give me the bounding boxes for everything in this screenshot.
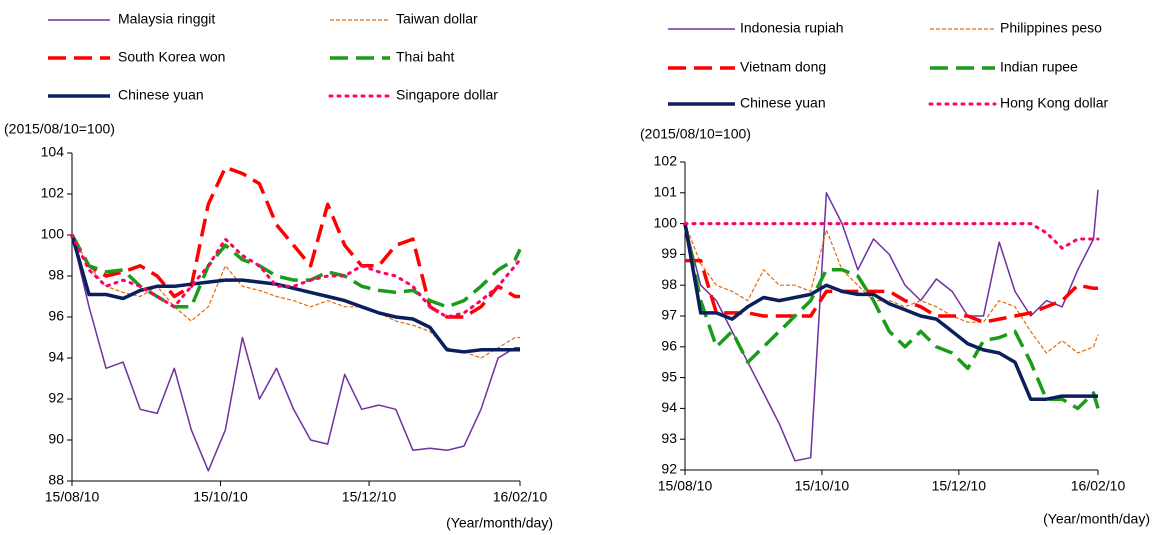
legend-label: Chinese yuan — [118, 87, 204, 103]
legend-label: South Korea won — [118, 49, 225, 65]
x-tick-label: 15/10/10 — [795, 478, 850, 494]
series-line — [70, 233, 522, 319]
legend-label: Malaysia ringgit — [118, 11, 215, 27]
series-line — [684, 223, 1099, 354]
y-tick-label: 96 — [661, 338, 677, 354]
legend-label: Taiwan dollar — [396, 11, 478, 27]
x-tick-label: 16/02/10 — [1071, 478, 1126, 494]
y-tick-label: 90 — [48, 431, 64, 447]
legend-label: Indonesia rupiah — [740, 20, 844, 36]
x-tick-label: 15/12/10 — [342, 489, 397, 505]
y-tick-label: 94 — [661, 399, 677, 415]
x-axis-label: (Year/month/day) — [446, 515, 553, 531]
y-tick-label: 102 — [41, 185, 65, 201]
y-tick-label: 101 — [654, 184, 678, 200]
series-line — [71, 234, 520, 472]
y-tick-label: 100 — [654, 214, 678, 230]
series-line — [70, 234, 520, 354]
series-line — [71, 234, 520, 359]
series-line — [683, 223, 1100, 411]
legend-label: Hong Kong dollar — [1000, 95, 1109, 111]
y-axis-unit: (2015/08/10=100) — [640, 126, 751, 142]
y-tick-label: 100 — [41, 226, 65, 242]
legend-label: Chinese yuan — [740, 95, 826, 111]
y-tick-label: 102 — [654, 153, 678, 169]
y-tick-label: 92 — [661, 461, 677, 477]
y-tick-label: 88 — [48, 472, 64, 488]
y-tick-label: 93 — [661, 430, 677, 446]
y-tick-label: 94 — [48, 349, 64, 365]
y-tick-label: 104 — [41, 144, 65, 160]
legend-label: Thai baht — [396, 49, 454, 65]
series-line — [683, 223, 1098, 401]
x-tick-label: 15/08/10 — [45, 489, 100, 505]
series-line — [685, 258, 1098, 324]
y-tick-label: 98 — [661, 276, 677, 292]
legend-label: Philippines peso — [1000, 20, 1102, 36]
y-axis-unit: (2015/08/10=100) — [4, 121, 115, 137]
x-tick-label: 15/12/10 — [932, 478, 987, 494]
x-tick-label: 15/10/10 — [193, 489, 248, 505]
series-line — [70, 165, 520, 319]
series-line — [683, 222, 1100, 250]
x-tick-label: 15/08/10 — [658, 478, 713, 494]
y-tick-label: 97 — [661, 307, 677, 323]
y-tick-label: 92 — [48, 390, 64, 406]
x-tick-label: 16/02/10 — [493, 489, 548, 505]
legend-label: Indian rupee — [1000, 59, 1078, 75]
legend-label: Vietnam dong — [740, 59, 826, 75]
series-line — [684, 189, 1099, 462]
legend-label: Singapore dollar — [396, 87, 498, 103]
y-tick-label: 95 — [661, 368, 677, 384]
x-axis-label: (Year/month/day) — [1043, 511, 1150, 527]
y-tick-label: 96 — [48, 308, 64, 324]
y-tick-label: 98 — [48, 267, 64, 283]
y-tick-label: 99 — [661, 245, 677, 261]
series-line — [70, 234, 522, 309]
